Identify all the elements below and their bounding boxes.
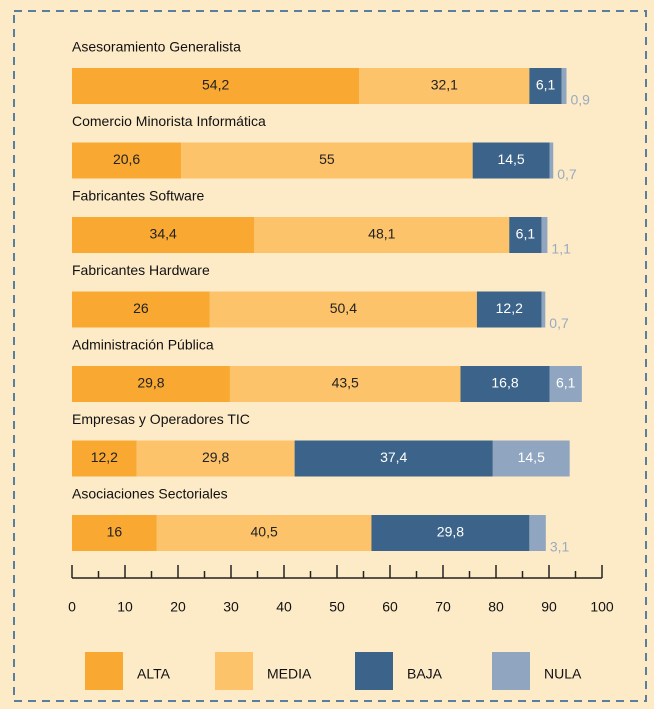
category-label: Administración Pública (72, 337, 214, 353)
value-label: 32,1 (431, 77, 458, 93)
x-tick-label: 20 (170, 599, 186, 615)
category-label: Comercio Minorista Informática (72, 113, 266, 129)
value-label: 14,5 (518, 449, 545, 465)
x-tick-label: 0 (68, 599, 76, 615)
bar-segment (476, 291, 542, 328)
bar-segment (359, 68, 530, 104)
bar-segment (209, 291, 477, 328)
legend-label: MEDIA (267, 666, 312, 682)
bar-segment (371, 515, 530, 551)
x-tick-label: 50 (329, 599, 345, 615)
value-label: 43,5 (332, 375, 359, 391)
bar-segment (72, 291, 210, 328)
value-label: 16,8 (491, 375, 518, 391)
bar-segment (549, 142, 554, 179)
bar-segment (72, 366, 230, 402)
value-label: 0,7 (549, 315, 569, 331)
value-label: 12,2 (91, 449, 118, 465)
x-tick-label: 100 (590, 599, 614, 615)
bar-segment (529, 515, 546, 551)
value-label: 0,9 (570, 92, 590, 108)
value-label: 26 (133, 300, 149, 316)
bar-segment (509, 217, 542, 253)
value-label: 6,1 (556, 375, 576, 391)
legend-label: BAJA (407, 666, 443, 682)
bar-segment (492, 440, 570, 477)
legend-swatch (355, 652, 393, 690)
legend-swatch (492, 652, 530, 690)
category-label: Asesoramiento Generalista (72, 39, 241, 55)
x-tick-label: 40 (276, 599, 292, 615)
bar-segment (181, 142, 473, 179)
bar-segment (72, 217, 255, 253)
value-label: 29,8 (202, 449, 229, 465)
bar-segment (229, 366, 461, 402)
legend-label: ALTA (137, 666, 171, 682)
bar-segment (72, 515, 157, 551)
bar-segment (72, 440, 137, 477)
value-label: 50,4 (330, 300, 357, 316)
bar-segment (541, 217, 548, 253)
value-label: 37,4 (380, 449, 407, 465)
x-tick-label: 30 (223, 599, 239, 615)
value-label: 54,2 (202, 77, 229, 93)
value-label: 6,1 (536, 77, 556, 93)
legend-swatch (215, 652, 253, 690)
bar-segment (156, 515, 372, 551)
bar-segment (472, 142, 550, 179)
legend-label: NULA (544, 666, 582, 682)
bar-segment (72, 68, 360, 104)
category-label: Empresas y Operadores TIC (72, 411, 250, 427)
value-label: 34,4 (150, 226, 177, 242)
value-label: 20,6 (113, 151, 140, 167)
value-label: 12,2 (496, 300, 523, 316)
bar-segment (294, 440, 493, 477)
bar-segment (254, 217, 510, 253)
value-label: 40,5 (251, 524, 278, 540)
dashed-frame (13, 10, 647, 702)
value-label: 6,1 (516, 226, 536, 242)
bar-segment (460, 366, 550, 402)
x-tick-label: 90 (541, 599, 557, 615)
x-tick-label: 60 (382, 599, 398, 615)
bar-segment (549, 366, 582, 402)
category-label: Fabricantes Hardware (72, 262, 210, 278)
value-label: 0,7 (557, 166, 577, 182)
x-tick-label: 10 (117, 599, 133, 615)
bar-segment (136, 440, 295, 477)
category-label: Fabricantes Software (72, 188, 204, 204)
x-tick-label: 80 (488, 599, 504, 615)
bar-segment (72, 142, 182, 179)
value-label: 3,1 (550, 539, 570, 555)
legend-swatch (85, 652, 123, 690)
bar-segment (529, 68, 562, 104)
value-label: 55 (319, 151, 335, 167)
value-label: 16 (107, 524, 123, 540)
x-tick-label: 70 (435, 599, 451, 615)
value-label: 29,8 (137, 375, 164, 391)
value-label: 14,5 (497, 151, 524, 167)
value-label: 29,8 (437, 524, 464, 540)
value-label: 48,1 (368, 226, 395, 242)
value-label: 1,1 (551, 241, 571, 257)
bar-segment (561, 68, 567, 104)
bar-segment (541, 291, 546, 328)
category-label: Asociaciones Sectoriales (72, 486, 228, 502)
